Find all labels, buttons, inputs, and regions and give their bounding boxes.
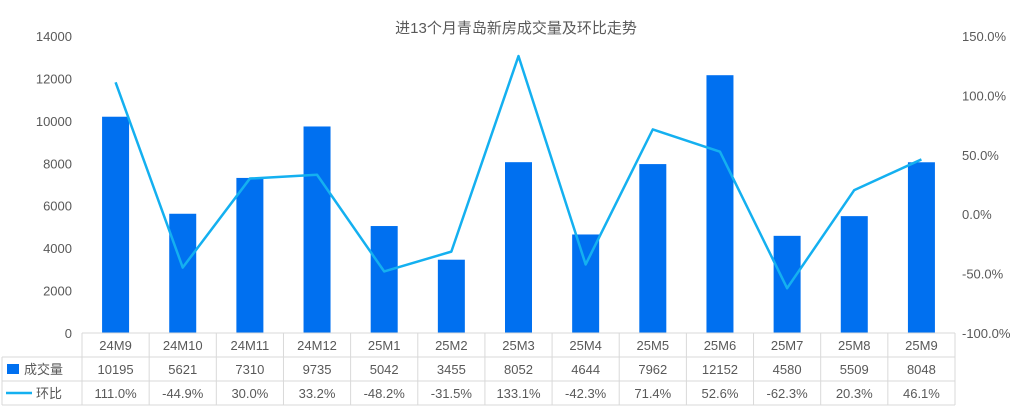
bar xyxy=(169,213,197,333)
chart-title: 进13个月青岛新房成交量及环比走势 xyxy=(395,19,637,37)
x-tick-label: 25M4 xyxy=(569,338,602,353)
bar xyxy=(572,234,600,333)
table-cell: 133.1% xyxy=(496,386,541,401)
x-tick-label: 25M9 xyxy=(905,338,938,353)
y-left-tick-label: 10000 xyxy=(36,114,72,129)
table-cell: 4580 xyxy=(773,362,802,377)
y-right-tick-label: 50.0% xyxy=(962,148,999,163)
x-tick-label: 25M3 xyxy=(502,338,535,353)
table-cell: 3455 xyxy=(437,362,466,377)
y-left-tick-label: 6000 xyxy=(43,199,72,214)
table-cell: -62.3% xyxy=(767,386,809,401)
x-tick-label: 25M1 xyxy=(368,338,401,353)
right-axis: -100.0% -50.0% 0.0% 50.0% 100.0% 150.0% xyxy=(962,29,1011,341)
x-tick-label: 24M9 xyxy=(99,338,132,353)
bar xyxy=(840,216,868,333)
x-tick-label: 25M2 xyxy=(435,338,468,353)
table-cell: 33.2% xyxy=(299,386,336,401)
x-tick-label: 24M10 xyxy=(163,338,203,353)
y-right-tick-label: 100.0% xyxy=(962,88,1007,103)
legend-bar-swatch xyxy=(7,364,19,374)
table-cell: 7962 xyxy=(638,362,667,377)
x-tick-label: 24M11 xyxy=(230,338,269,353)
bars xyxy=(102,75,935,333)
bar xyxy=(639,164,667,333)
table-cell: 52.6% xyxy=(702,386,739,401)
x-tick-label: 25M6 xyxy=(704,338,737,353)
y-left-tick-label: 8000 xyxy=(43,156,72,171)
table-cell: 30.0% xyxy=(231,386,268,401)
table-cell: 111.0% xyxy=(94,386,137,401)
bar xyxy=(236,177,264,333)
x-tick-label: 25M7 xyxy=(771,338,804,353)
y-left-tick-label: 2000 xyxy=(43,284,72,299)
y-left-tick-label: 12000 xyxy=(36,71,72,86)
table-cell: 8048 xyxy=(907,362,936,377)
table-cell: 12152 xyxy=(702,362,738,377)
table-cell: -31.5% xyxy=(431,386,473,401)
bar xyxy=(102,116,130,333)
y-right-tick-label: 150.0% xyxy=(962,29,1007,44)
bar xyxy=(303,126,331,333)
table-cell: 5509 xyxy=(840,362,869,377)
left-axis: 0 2000 4000 6000 8000 10000 12000 14000 xyxy=(36,29,72,341)
bar xyxy=(706,75,734,333)
line-series-path xyxy=(114,54,922,290)
bar xyxy=(907,162,935,333)
table-cell: 4644 xyxy=(571,362,600,377)
table-cell: 71.4% xyxy=(634,386,671,401)
y-right-tick-label: -100.0% xyxy=(962,326,1011,341)
legend-label: 成交量 xyxy=(24,362,63,377)
table-cell: 7310 xyxy=(235,362,264,377)
legend-label: 环比 xyxy=(36,386,62,401)
table-cell: 8052 xyxy=(504,362,533,377)
y-right-tick-label: -50.0% xyxy=(962,267,1004,282)
bar xyxy=(437,259,465,333)
table-cell: -42.3% xyxy=(565,386,607,401)
table-cell: 10195 xyxy=(97,362,133,377)
table-cell: 9735 xyxy=(303,362,332,377)
y-left-tick-label: 14000 xyxy=(36,29,72,44)
table-cell: -44.9% xyxy=(162,386,204,401)
data-table: 24M9 24M10 24M11 24M12 25M1 25M2 25M3 25M4 25M5 2… xyxy=(1,332,956,406)
table-cell: -48.2% xyxy=(364,386,406,401)
x-tick-label: 25M8 xyxy=(838,338,871,353)
bar xyxy=(505,162,532,333)
y-left-tick-label: 0 xyxy=(65,326,72,341)
table-cell: 20.3% xyxy=(836,386,873,401)
bar xyxy=(773,235,801,333)
y-left-tick-label: 4000 xyxy=(43,241,72,256)
table-cell: 5042 xyxy=(370,362,399,377)
x-tick-label: 24M12 xyxy=(297,338,337,353)
bar xyxy=(370,226,398,333)
line-series xyxy=(114,54,922,290)
x-tick-label: 25M5 xyxy=(637,338,670,353)
table-cell: 5621 xyxy=(168,362,197,377)
y-right-tick-label: 0.0% xyxy=(962,207,992,222)
table-cell: 46.1% xyxy=(903,386,940,401)
